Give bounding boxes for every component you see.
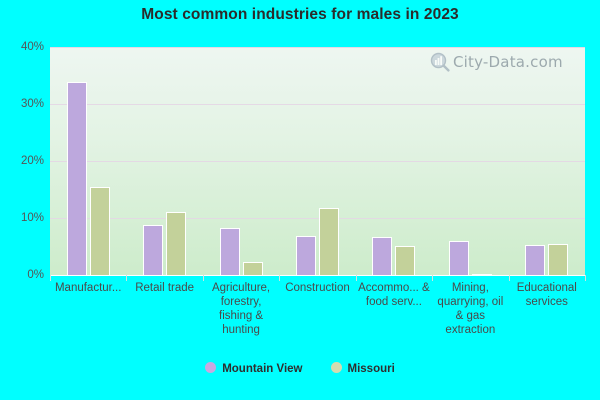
legend-item[interactable]: Missouri bbox=[330, 362, 395, 375]
x-axis-category-label: Retail trade bbox=[135, 282, 195, 294]
bar[interactable] bbox=[219, 228, 240, 275]
watermark: City-Data.com bbox=[430, 50, 563, 74]
gridline bbox=[50, 161, 585, 162]
bar[interactable] bbox=[525, 244, 546, 275]
gridline bbox=[50, 218, 585, 219]
bar[interactable] bbox=[372, 237, 393, 275]
legend-label: Missouri bbox=[347, 363, 395, 375]
chart-title: Most common industries for males in 2023 bbox=[141, 6, 459, 23]
y-axis-tick-label: 20% bbox=[20, 155, 44, 167]
bar[interactable] bbox=[242, 261, 263, 275]
bar[interactable] bbox=[471, 273, 492, 275]
legend: Mountain View Missouri bbox=[0, 362, 600, 375]
bar[interactable] bbox=[448, 241, 469, 275]
magnifier-bar-chart-icon bbox=[430, 52, 450, 72]
x-axis-tick bbox=[508, 275, 510, 281]
bar[interactable] bbox=[166, 211, 187, 275]
legend-swatch bbox=[205, 362, 217, 373]
legend-item[interactable]: Mountain View bbox=[205, 362, 303, 375]
x-axis-category-label: Mining, quarrying, oil & gas extraction bbox=[437, 282, 504, 336]
y-axis-tick-label: 0% bbox=[27, 269, 44, 281]
x-axis-tick bbox=[585, 275, 586, 281]
gridline bbox=[50, 47, 585, 48]
legend-label: Mountain View bbox=[222, 363, 303, 375]
x-axis-category-label: Manufactur... bbox=[54, 282, 122, 294]
y-axis-tick-label: 40% bbox=[20, 41, 44, 53]
x-axis-category-label: Educational services bbox=[516, 282, 577, 308]
x-axis-category-label: Construction bbox=[285, 282, 350, 294]
legend-swatch bbox=[330, 362, 342, 373]
x-axis-tick bbox=[202, 275, 204, 281]
x-axis-tick bbox=[355, 275, 357, 281]
bar[interactable] bbox=[548, 243, 569, 275]
x-axis-line bbox=[50, 275, 585, 276]
x-axis-tick bbox=[279, 275, 281, 281]
y-axis: 0% 10% 20% 30% 40% bbox=[0, 41, 44, 281]
bar[interactable] bbox=[66, 82, 87, 275]
bar[interactable] bbox=[89, 187, 110, 275]
bar[interactable] bbox=[296, 236, 316, 275]
plot-area bbox=[50, 47, 585, 275]
x-axis-tick bbox=[432, 275, 434, 281]
watermark-label: City-Data.com bbox=[453, 53, 563, 71]
gridline bbox=[50, 104, 585, 105]
bar[interactable] bbox=[143, 225, 164, 275]
bar[interactable] bbox=[395, 245, 416, 275]
x-axis-category-label: Accommo... & food serv... bbox=[358, 282, 430, 308]
y-axis-tick-label: 30% bbox=[20, 98, 44, 110]
x-axis-tick bbox=[50, 275, 51, 281]
x-axis-category-label: Agriculture, forestry, fishing & hunting bbox=[211, 282, 271, 336]
x-axis-tick bbox=[126, 275, 128, 281]
bar[interactable] bbox=[319, 207, 339, 275]
y-axis-tick-label: 10% bbox=[20, 212, 44, 224]
